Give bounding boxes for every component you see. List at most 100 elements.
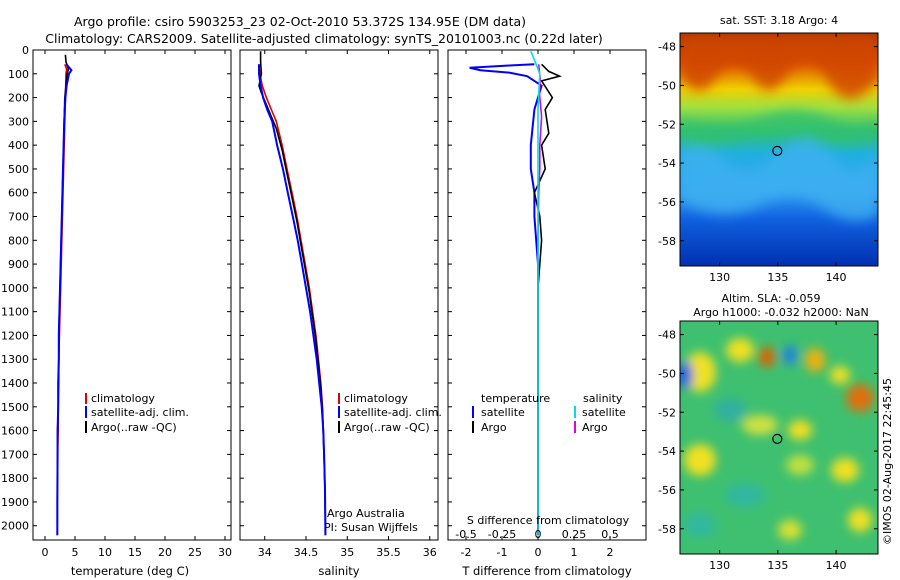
lat-tick-label: -56	[658, 484, 676, 497]
lat-tick-label: -52	[658, 406, 676, 419]
sst-cool-band	[680, 139, 878, 221]
temperature-series	[56, 54, 73, 536]
depth-tick-label: 1000	[1, 282, 29, 295]
depth-tick-label: 600	[8, 187, 29, 200]
difference-plot-frame	[447, 49, 647, 541]
t-difference-axis-ticks: -2 -1 0 1 2	[461, 50, 614, 559]
sla-anomaly	[778, 520, 802, 540]
series-line-satellite-adj-clim-	[56, 63, 73, 536]
salinity-depth-ticks	[240, 49, 438, 527]
salinity-series	[258, 51, 327, 536]
lon-tick-label: 140	[826, 271, 847, 284]
legend-label-satellite: satellite-adj. clim.	[91, 406, 189, 419]
temperature-panel: 0100200300400500600700800900100011001200…	[1, 44, 232, 578]
depth-tick-label: 700	[8, 211, 29, 224]
sla-anomaly	[726, 338, 754, 362]
depth-tick-label: 1400	[1, 377, 29, 390]
lon-tick-label: 140	[826, 559, 847, 572]
sst-map-frame	[679, 32, 879, 267]
t-difference-x-label: T difference from climatology	[461, 564, 632, 578]
sla-map-image	[680, 321, 878, 554]
legend-title-temperature: temperature	[481, 392, 550, 405]
sla-anomaly	[786, 455, 814, 475]
lat-tick-label: -52	[658, 118, 676, 131]
sla-anomaly	[783, 345, 797, 365]
x-tick-label: 2	[607, 546, 614, 559]
depth-tick-label: 400	[8, 139, 29, 152]
sla-anomaly	[805, 348, 825, 372]
x-tick-label: 35.5	[376, 546, 401, 559]
depth-tick-label: 100	[8, 68, 29, 81]
depth-axis-ticks: 0 100 200 300 400 500 600 700 800 900 1000 1100 1200…	[1, 44, 231, 533]
legend-label-t-satellite: satellite	[481, 406, 525, 419]
temperature-axis-ticks: 0 5 10 15 20 25 30	[42, 50, 232, 559]
annotation-line2: PI: Susan Wijffels	[324, 521, 418, 534]
depth-tick-label: 1500	[1, 401, 29, 414]
x-tick-label: 15	[128, 546, 142, 559]
lat-tick-label: -48	[658, 41, 676, 54]
temperature-legend: climatology satellite-adj. clim. Argo(..…	[85, 392, 189, 434]
x-tick-label: 36	[423, 546, 437, 559]
sst-lat-ticks: -48 -50 -52 -54 -56 -58	[658, 41, 878, 248]
sst-lon-ticks: 130 135 140	[709, 33, 847, 284]
x-tick-label: 35	[340, 546, 354, 559]
sla-anomaly	[684, 352, 716, 392]
sla-anomaly	[684, 513, 716, 537]
lat-tick-label: -54	[658, 445, 676, 458]
sst-argo-location-marker	[772, 145, 783, 156]
s-difference-label: S difference from climatology	[467, 514, 630, 527]
sla-argo-location-marker	[772, 433, 783, 444]
depth-tick-label: 200	[8, 92, 29, 105]
depth-tick-label: 0	[22, 44, 29, 57]
legend-label-climatology: climatology	[91, 392, 155, 405]
depth-tick-label: 1900	[1, 496, 29, 509]
s-tick-label: 0	[535, 528, 542, 541]
x-tick-label: 0	[535, 546, 542, 559]
s-difference-tick-labels: -0.5 -0.25 0 0.25 0.5	[455, 528, 618, 541]
temperature-x-label: temperature (deg C)	[71, 564, 189, 578]
lon-tick-label: 135	[767, 271, 788, 284]
depth-tick-label: 1100	[1, 306, 29, 319]
difference-panel: -2 -1 0 1 2 temperature salinity satellite A…	[447, 49, 647, 578]
legend-label-s-argo: Argo	[582, 421, 608, 434]
sla-lon-ticks: 130 135 140	[709, 321, 847, 572]
sla-anomaly	[830, 366, 850, 384]
x-tick-label: 34.5	[294, 546, 319, 559]
salinity-plot-frame	[239, 49, 439, 541]
salinity-x-label: salinity	[318, 564, 359, 578]
sla-anomaly	[680, 361, 693, 389]
sla-anomaly	[848, 508, 872, 532]
sst-warm-tongue	[680, 33, 878, 99]
sla-map-panel: Altim. SLA: -0.059 Argo h1000: -0.032 h2…	[658, 292, 879, 572]
depth-tick-label: 2000	[1, 520, 29, 533]
x-tick-label: 5	[72, 546, 79, 559]
depth-tick-label: 300	[8, 115, 29, 128]
sla-lat-ticks: -48 -50 -52 -54 -56 -58	[658, 329, 878, 536]
sst-map-title: sat. SST: 3.18 Argo: 4	[720, 14, 838, 27]
imos-timestamp: ©IMOS 02-Aug-2017 22:45:45	[881, 378, 894, 545]
x-tick-label: 25	[188, 546, 202, 559]
x-tick-label: 10	[98, 546, 112, 559]
salinity-legend: climatology satellite-adj. clim. Argo(..…	[338, 392, 442, 434]
s-tick-label: -0.25	[488, 528, 516, 541]
difference-depth-ticks	[448, 49, 646, 527]
lon-tick-label: 130	[709, 271, 730, 284]
difference-series	[469, 50, 563, 536]
depth-tick-label: 1700	[1, 448, 29, 461]
depth-tick-label: 1800	[1, 472, 29, 485]
x-tick-label: 34	[258, 546, 272, 559]
sla-map-frame	[679, 320, 879, 555]
lon-tick-label: 130	[709, 559, 730, 572]
legend-label-climatology: climatology	[344, 392, 408, 405]
temperature-plot-frame	[32, 49, 232, 541]
legend-title-salinity: salinity	[583, 392, 623, 405]
annotation-line1: Argo Australia	[327, 507, 405, 520]
series-line-s-satellite	[530, 50, 541, 536]
sst-green-band	[680, 110, 878, 147]
depth-tick-label: 900	[8, 258, 29, 271]
sla-anomaly	[846, 384, 874, 412]
series-line-satellite-adj-clim-	[258, 64, 327, 536]
depth-tick-label: 1600	[1, 425, 29, 438]
sla-anomaly	[684, 444, 716, 476]
legend-label-argo: Argo(..raw -QC)	[344, 421, 430, 434]
